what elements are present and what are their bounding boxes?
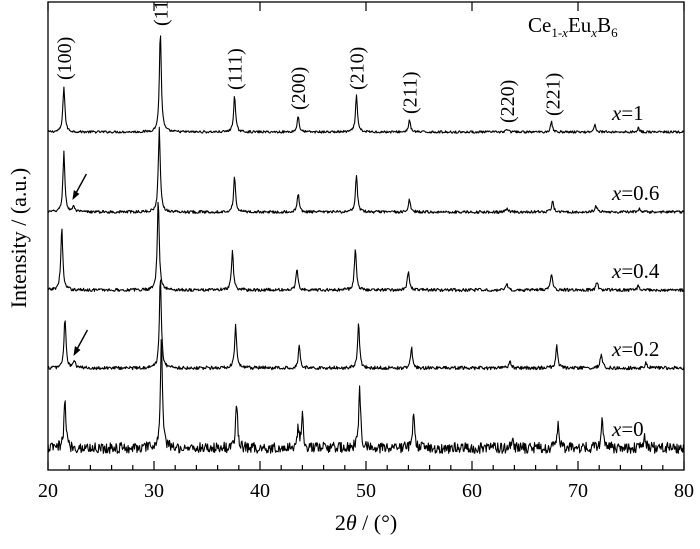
xrd-trace-x-0 <box>47 339 685 454</box>
series-label-x-0-2: x=0.2 <box>611 337 659 361</box>
arrow-head <box>73 346 81 356</box>
peak-label-221: (221) <box>543 73 565 116</box>
arrow-head <box>72 190 80 200</box>
peak-label-111: (111) <box>225 48 247 90</box>
impurity-arrows <box>72 173 89 356</box>
peak-label-110: (110) <box>150 0 172 26</box>
y-axis-title: Intensity / (a.u.) <box>6 168 31 309</box>
xrd-trace-x-1 <box>47 35 685 134</box>
xrd-trace-x-0-2 <box>48 279 685 371</box>
series-label-x-0-6: x=0.6 <box>611 181 659 205</box>
xrd-traces <box>47 35 685 454</box>
peak-label-220: (220) <box>497 80 519 123</box>
x-tick-label: 60 <box>462 480 482 502</box>
x-tick-label: 80 <box>674 480 694 502</box>
compound-label: Ce1-xEuxB6 <box>528 13 618 40</box>
plot-frame <box>47 1 685 471</box>
peak-label-200: (200) <box>288 67 310 110</box>
x-axis-ticks: 20 30 40 50 60 70 80 <box>38 2 694 502</box>
x-tick-label: 30 <box>144 480 164 502</box>
x-tick-label: 40 <box>250 480 270 502</box>
series-label-x-0-4: x=0.4 <box>611 259 660 283</box>
x-tick-label: 70 <box>568 480 588 502</box>
x-tick-label: 50 <box>356 480 376 502</box>
xrd-trace-x-0-4 <box>47 201 685 293</box>
xrd-trace-x-0-6 <box>47 126 685 214</box>
peak-label-210: (210) <box>347 47 369 90</box>
peak-labels: (100) (110) (111) (200) (210) (211) (220) (221) <box>54 0 565 123</box>
series-labels: x=1 x=0.6 x=0.4 x=0.2 x=0 <box>611 101 660 441</box>
x-axis-title: 2θ / (°) <box>335 510 397 535</box>
x-tick-label: 20 <box>38 480 58 502</box>
series-label-x-0: x=0 <box>611 417 644 441</box>
peak-label-211: (211) <box>400 71 422 114</box>
peak-label-100: (100) <box>54 37 76 80</box>
series-label-x-1: x=1 <box>611 101 644 125</box>
